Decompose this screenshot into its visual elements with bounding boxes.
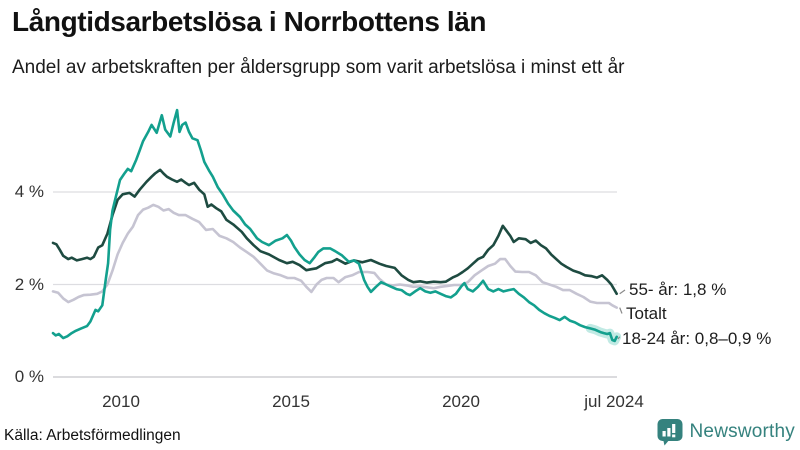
y-tick-label: 2 % (14, 274, 44, 294)
y-tick-label: 4 % (14, 182, 44, 201)
page-subtitle: Andel av arbetskraften per åldersgrupp s… (12, 57, 625, 78)
page-title: Långtidsarbetslösa i Norrbottens län (12, 6, 487, 37)
series-label-totalt: Totalt (626, 303, 667, 323)
x-tick-label: 2010 (102, 392, 140, 411)
newsworthy-logo-link[interactable]: Newsworthy (657, 418, 795, 446)
series-line-18-24-r (51, 108, 619, 343)
y-tick-label: 0 % (14, 367, 44, 386)
series-line-totalt (51, 203, 619, 309)
newsworthy-bubble-chart-icon (657, 419, 683, 446)
label-connector-totalt (619, 307, 623, 314)
x-tick-label: 2015 (272, 392, 310, 411)
label-connector-55-r (619, 289, 626, 295)
source-note: Källa: Arbetsförmedlingen (4, 427, 181, 444)
label-connector-18-24-r (617, 336, 621, 340)
series-label-55-r: 55- år: 1,8 % (629, 280, 727, 299)
newsworthy-brand-name: Newsworthy (689, 421, 795, 442)
series-label-18-24-r: 18-24 år: 0,8–0,9 % (622, 329, 772, 348)
x-tick-label: 2020 (442, 392, 480, 411)
series-line-55-r (51, 168, 619, 296)
x-tick-label: jul 2024 (584, 392, 644, 411)
